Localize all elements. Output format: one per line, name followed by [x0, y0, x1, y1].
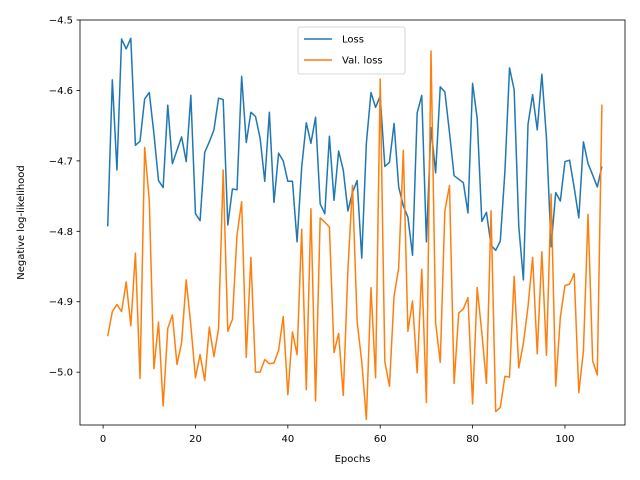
y-axis-label: Negative log-likelihood	[16, 165, 27, 280]
plot-lines	[106, 37, 603, 421]
x-tick-label: 80	[466, 434, 479, 445]
series-line-val-loss	[106, 50, 603, 421]
x-axis-label: Epochs	[335, 454, 371, 465]
y-axis-ticks: −5.0 −4.9 −4.8 −4.7 −4.6 −4.5	[49, 16, 80, 379]
x-tick-label: 0	[100, 434, 106, 445]
y-tick-label: −5.0	[49, 368, 73, 379]
y-tick-label: −4.5	[49, 16, 73, 27]
legend: Loss Val. loss	[297, 26, 406, 75]
y-tick-label: −4.6	[49, 86, 73, 97]
x-axis-ticks: 0 20 40 60 80 100	[100, 425, 575, 445]
x-tick-label: 100	[555, 434, 574, 445]
plot-frame	[79, 19, 626, 426]
x-tick-label: 60	[374, 434, 387, 445]
legend-label-loss: Loss	[342, 35, 364, 46]
x-tick-label: 20	[189, 434, 202, 445]
x-tick-label: 40	[281, 434, 294, 445]
y-tick-label: −4.8	[49, 227, 73, 238]
y-tick-label: −4.9	[49, 297, 73, 308]
series-line-loss	[106, 37, 603, 281]
y-tick-label: −4.7	[49, 156, 73, 167]
legend-label-val-loss: Val. loss	[342, 56, 383, 67]
